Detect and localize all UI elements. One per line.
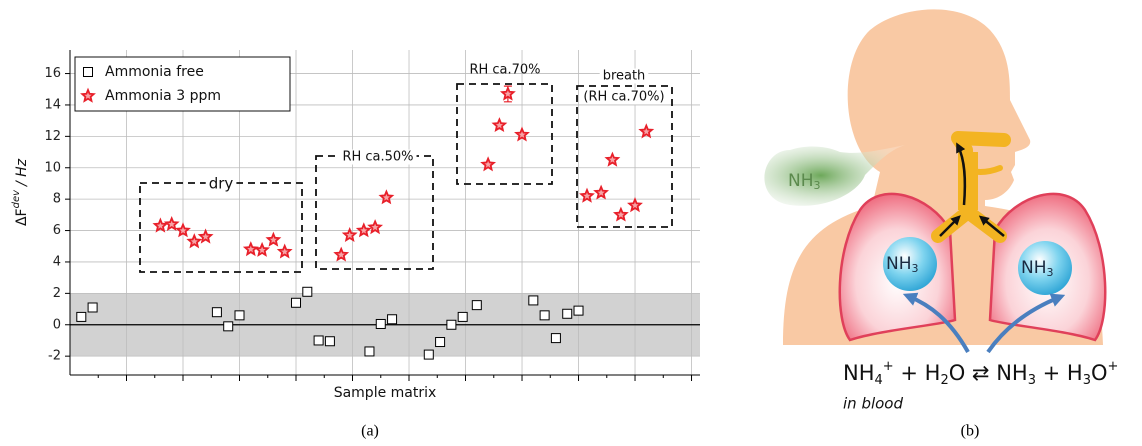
y-tick-label: 2 xyxy=(53,286,61,301)
annotation-box xyxy=(577,86,672,227)
point xyxy=(369,221,380,232)
point xyxy=(155,220,166,231)
y-tick-label: 6 xyxy=(53,223,61,238)
text: ΔF xyxy=(14,208,30,226)
point xyxy=(482,159,493,170)
point xyxy=(540,311,549,320)
point xyxy=(358,225,369,236)
figure: -2 0 2 4 6 8 10 12 14 16 dry RH ca.50% RH ca.70% brea… xyxy=(0,0,1142,446)
point xyxy=(212,308,221,317)
caption: (a) xyxy=(361,423,379,440)
point xyxy=(502,88,513,99)
y-axis-label: ΔFdev/ Hz xyxy=(11,158,30,226)
point xyxy=(325,337,334,346)
point xyxy=(529,296,538,305)
y-tick-label: 10 xyxy=(44,160,61,175)
legend-label: Ammonia 3 ppm xyxy=(105,88,221,104)
text: + H xyxy=(1036,361,1083,385)
point xyxy=(607,154,618,165)
point xyxy=(224,322,233,331)
text: O ⇄ NH xyxy=(949,361,1028,385)
point xyxy=(516,129,527,140)
point xyxy=(458,312,467,321)
y-tick-label: 8 xyxy=(53,192,61,207)
point xyxy=(268,234,279,245)
point xyxy=(595,187,606,198)
chart-a: -2 0 2 4 6 8 10 12 14 16 dry RH ca.50% RH ca.70% brea… xyxy=(11,50,700,401)
point xyxy=(256,244,267,255)
point xyxy=(166,218,177,229)
point xyxy=(303,287,312,296)
point xyxy=(447,320,456,329)
point xyxy=(494,119,505,130)
subscript: 3 xyxy=(1047,266,1054,279)
caption: (b) xyxy=(961,423,980,440)
point xyxy=(376,319,385,328)
subscript: 3 xyxy=(1028,373,1036,388)
point xyxy=(581,190,592,201)
text: NH xyxy=(886,254,912,274)
annotation-label: RH ca.70% xyxy=(469,63,540,78)
y-tick-label: 14 xyxy=(44,97,61,112)
point xyxy=(551,334,560,343)
point xyxy=(88,303,97,312)
annotation-box xyxy=(316,156,433,269)
point xyxy=(365,347,374,356)
subscript: 3 xyxy=(814,179,821,192)
point xyxy=(336,249,347,260)
illustration-b: NH3 NH3 NH3 NH4+ + H2O ⇄ NH3 + H3O+ in b… xyxy=(764,9,1118,412)
point xyxy=(381,192,392,203)
legend-marker xyxy=(84,68,93,77)
point xyxy=(200,231,211,242)
superscript: dev xyxy=(11,189,22,209)
annotation-box xyxy=(140,183,302,272)
text: NH xyxy=(843,361,875,385)
point xyxy=(472,301,481,310)
text: O xyxy=(1091,361,1108,385)
superscript: + xyxy=(883,359,894,374)
y-tick-label: 0 xyxy=(53,317,61,332)
y-tick-label: 12 xyxy=(44,129,61,144)
y-tick-label: -2 xyxy=(48,349,61,364)
point xyxy=(177,225,188,236)
point xyxy=(235,311,244,320)
point xyxy=(563,309,572,318)
legend-label: Ammonia free xyxy=(105,64,204,80)
annotation-label: breath xyxy=(603,69,646,84)
text: + H xyxy=(894,361,941,385)
point xyxy=(574,306,583,315)
equation: NH4+ + H2O ⇄ NH3 + H3O+ xyxy=(843,359,1118,388)
point xyxy=(615,209,626,220)
point xyxy=(292,298,301,307)
subscript: 4 xyxy=(875,373,883,388)
point xyxy=(279,246,290,257)
annotation-label: (RH ca.70%) xyxy=(583,90,664,105)
subscript: 3 xyxy=(912,262,919,275)
subscript: 3 xyxy=(1083,373,1091,388)
y-tick-label: 4 xyxy=(53,254,61,269)
point xyxy=(424,350,433,359)
point xyxy=(314,336,323,345)
text: / Hz xyxy=(14,158,30,188)
point xyxy=(641,126,652,137)
text: NH xyxy=(1021,258,1047,278)
annotation-label: RH ca.50% xyxy=(342,150,413,165)
annotation-label: dry xyxy=(209,175,234,193)
point xyxy=(189,236,200,247)
point xyxy=(629,199,640,210)
y-tick-label: 16 xyxy=(44,66,61,81)
superscript: + xyxy=(1108,359,1119,374)
point xyxy=(436,338,445,347)
point xyxy=(77,312,86,321)
point xyxy=(388,315,397,324)
x-axis-label: Sample matrix xyxy=(334,385,437,401)
subscript: 2 xyxy=(940,373,948,388)
point xyxy=(245,243,256,254)
text: NH xyxy=(788,171,814,191)
note: in blood xyxy=(843,395,903,413)
